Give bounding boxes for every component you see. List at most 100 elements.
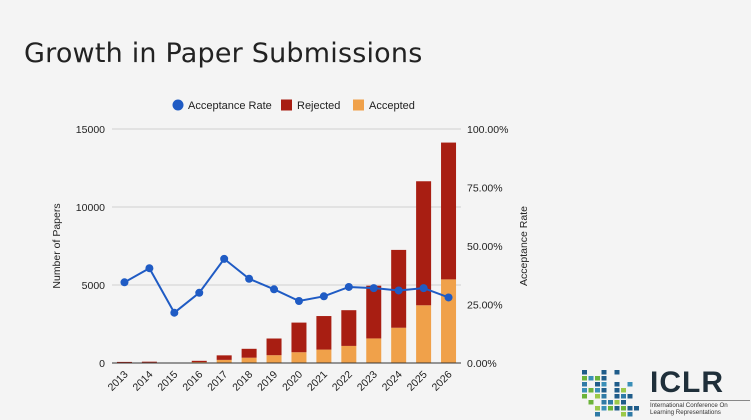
mosaic-tile	[627, 406, 633, 411]
mosaic-tile	[582, 376, 587, 381]
y-axis-title: Number of Papers	[51, 203, 63, 288]
bar-accepted	[391, 327, 407, 363]
mosaic-tile	[601, 394, 607, 399]
mosaic-tile	[614, 400, 620, 405]
bar-accepted	[441, 279, 457, 363]
bar-rejected	[291, 322, 307, 353]
x-tick-label: 2014	[131, 369, 156, 394]
mosaic-tile	[595, 382, 600, 387]
mosaic-tile	[627, 412, 633, 417]
gridlines	[112, 128, 461, 286]
x-tick-label: 2023	[355, 369, 380, 394]
legend-rate-label: Acceptance Rate	[188, 100, 272, 112]
x-tick-label: 2017	[205, 369, 230, 394]
bar-accepted	[366, 338, 382, 363]
mosaic-tile	[582, 388, 587, 393]
rate-point	[120, 278, 129, 287]
mosaic-tile	[614, 388, 620, 393]
bar-rejected	[216, 355, 232, 360]
mosaic-tile	[608, 400, 613, 405]
mosaic-tile	[582, 382, 587, 387]
bar-accepted	[291, 352, 307, 363]
acceptance-rate-line	[120, 254, 453, 317]
mosaic-tile	[614, 382, 620, 387]
mosaic-tile	[595, 406, 600, 411]
mosaic-tile	[627, 394, 633, 399]
slide-title: Growth in Paper Submissions	[24, 38, 423, 69]
y-tick-label: 0	[99, 358, 105, 370]
legend-accepted-label: Accepted	[369, 100, 415, 112]
mosaic-tile	[588, 400, 594, 405]
mosaic-tile	[621, 400, 626, 405]
mosaic-tile	[601, 388, 607, 393]
bar-rejected	[341, 310, 357, 346]
mosaic-tile	[601, 406, 607, 411]
x-tick-label: 2015	[155, 369, 180, 394]
y-tick-label: 5000	[82, 280, 106, 292]
mosaic-tile	[588, 376, 594, 381]
rate-point	[294, 296, 303, 305]
y2-tick-label: 100.00%	[467, 124, 508, 136]
bar-accepted	[266, 355, 282, 363]
mosaic-tile	[595, 388, 600, 393]
mosaic-tile	[634, 406, 639, 411]
axes: 0 5000 10000 15000 0.00% 25.00% 50.00% 75.00% 10…	[51, 124, 530, 394]
rate-point	[344, 282, 353, 291]
x-tick-label: 2025	[405, 369, 430, 394]
x-tick-label: 2013	[106, 369, 131, 394]
bar-rejected	[366, 285, 382, 339]
bar-rejected	[141, 361, 157, 363]
mosaic-tile	[614, 406, 620, 411]
bar-rejected	[241, 348, 257, 358]
bar-rejected	[416, 181, 432, 306]
mosaic-tile	[621, 406, 626, 411]
bar-rejected	[116, 361, 132, 363]
mosaic-tile	[621, 412, 626, 417]
x-tick-label: 2019	[255, 369, 280, 394]
rate-point	[195, 288, 204, 297]
x-tick-label: 2018	[230, 369, 255, 394]
bar-rejected	[316, 316, 332, 350]
bar-accepted	[341, 345, 357, 363]
bar-accepted	[416, 305, 432, 363]
mosaic-tile	[582, 394, 587, 399]
y2-axis-title: Acceptance Rate	[518, 206, 530, 286]
rate-point	[319, 292, 328, 301]
legend: Acceptance Rate Rejected Accepted	[172, 99, 415, 112]
iclr-logo: ICLR International Conference On Learnin…	[578, 360, 751, 420]
iclr-mosaic-icon	[582, 370, 639, 417]
rate-point	[419, 284, 428, 293]
rate-point	[170, 308, 179, 317]
x-tick-label: 2016	[180, 369, 205, 394]
mosaic-tile	[608, 406, 613, 411]
rate-line	[123, 257, 449, 315]
rate-point	[369, 284, 378, 293]
x-tick-label: 2026	[430, 369, 455, 394]
y2-tick-label: 0.00%	[467, 358, 497, 370]
mosaic-tile	[601, 376, 607, 381]
y-tick-label: 15000	[76, 124, 105, 136]
bar-accepted	[241, 357, 257, 363]
mosaic-tile	[614, 370, 620, 375]
mosaic-tile	[627, 382, 633, 387]
mosaic-tile	[601, 370, 607, 375]
legend-rejected-label: Rejected	[297, 100, 340, 112]
bar-rejected	[266, 338, 282, 356]
mosaic-tile	[621, 388, 626, 393]
mosaic-tile	[588, 388, 594, 393]
x-tick-label: 2022	[330, 369, 355, 394]
bars	[116, 142, 457, 363]
logo-subtitle: International Conference On Learning Rep…	[650, 400, 750, 416]
mosaic-tile	[601, 400, 607, 405]
logo-wordmark: ICLR	[650, 366, 724, 399]
mosaic-tile	[582, 370, 587, 375]
rate-point	[145, 264, 154, 273]
mosaic-tile	[595, 376, 600, 381]
bar-accepted	[216, 359, 232, 363]
y-tick-label: 10000	[76, 202, 105, 214]
legend-rejected-marker	[281, 99, 292, 111]
rate-point	[394, 286, 403, 295]
y2-tick-label: 50.00%	[467, 241, 503, 253]
rate-point	[220, 254, 229, 263]
